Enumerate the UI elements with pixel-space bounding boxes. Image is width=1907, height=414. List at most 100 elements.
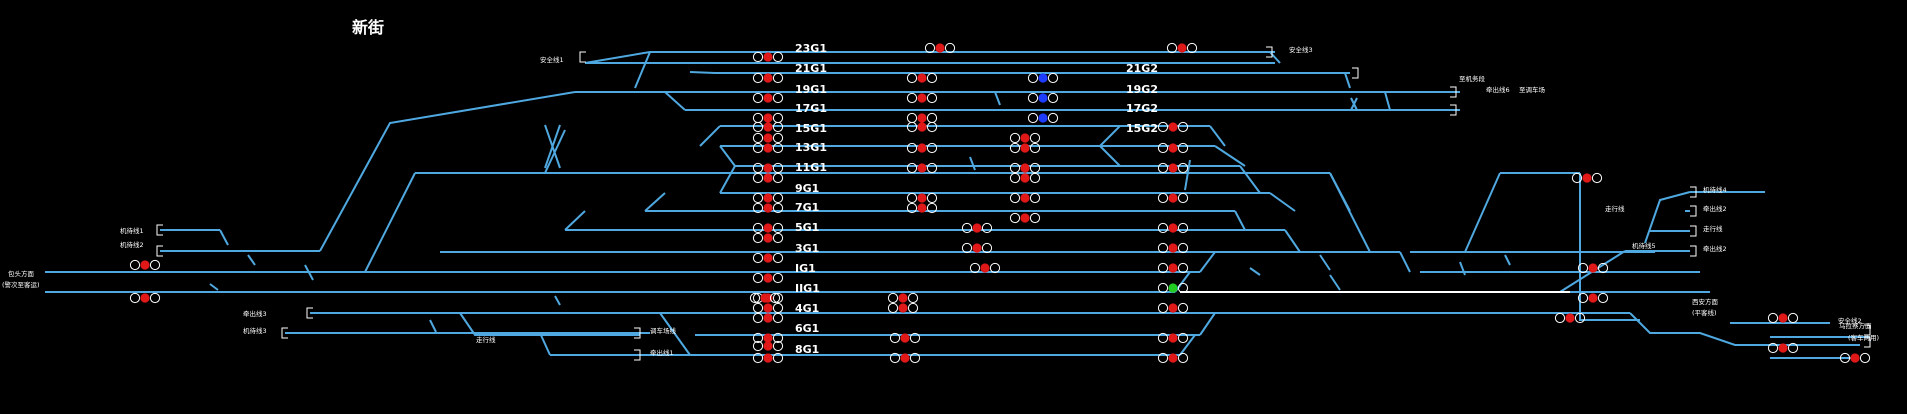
signal bbox=[1839, 352, 1871, 364]
signal bbox=[1571, 172, 1603, 184]
signal-lamp-off bbox=[1009, 172, 1021, 184]
signal bbox=[1767, 342, 1799, 354]
signal-lamp-off bbox=[772, 132, 784, 144]
signal-lamp-off bbox=[749, 292, 761, 304]
signal-lamp-off bbox=[772, 112, 784, 124]
track-label: 15G1 bbox=[795, 122, 827, 135]
signal-lamp-off bbox=[1157, 121, 1169, 133]
buffer-stop bbox=[281, 327, 288, 339]
signal-lamp-off bbox=[1577, 262, 1589, 274]
track-segment bbox=[1284, 229, 1301, 253]
signal bbox=[1027, 72, 1059, 84]
signal-lamp-off bbox=[752, 302, 764, 314]
buffer-stop bbox=[1690, 205, 1697, 217]
signal-lamp-on bbox=[763, 313, 773, 323]
signal-lamp-off bbox=[752, 51, 764, 63]
track-label: 17G1 bbox=[795, 102, 827, 115]
side-label: (客车两用) bbox=[1848, 333, 1879, 342]
signal-lamp-off bbox=[1157, 192, 1169, 204]
signal-lamp-off bbox=[1027, 112, 1039, 124]
track-segment bbox=[584, 51, 1275, 64]
track-label: 11G1 bbox=[795, 161, 827, 174]
signal-lamp-off bbox=[1157, 352, 1169, 364]
signal bbox=[752, 232, 784, 244]
signal bbox=[1577, 292, 1609, 304]
signal-lamp-on bbox=[763, 253, 773, 263]
signal-lamp-off bbox=[772, 202, 784, 214]
signal-lamp-off bbox=[752, 162, 764, 174]
signal-lamp-off bbox=[1177, 352, 1189, 364]
signal-lamp-on bbox=[1177, 43, 1187, 53]
signal-lamp-off bbox=[1157, 262, 1169, 274]
signal bbox=[906, 112, 938, 124]
signal-lamp-on bbox=[763, 122, 773, 132]
signal bbox=[906, 192, 938, 204]
track-segment bbox=[1234, 210, 1246, 231]
side-label: 机待线4 bbox=[1703, 185, 1727, 194]
signal-lamp-on bbox=[1020, 133, 1030, 143]
signal-lamp-on bbox=[1588, 293, 1598, 303]
signal-lamp-off bbox=[1177, 142, 1189, 154]
signal-lamp-on bbox=[1168, 283, 1178, 293]
signal-lamp-on bbox=[763, 163, 773, 173]
track-segment bbox=[1319, 254, 1331, 271]
signal bbox=[1157, 142, 1189, 154]
signal bbox=[1157, 352, 1189, 364]
track-segment bbox=[459, 312, 640, 336]
signal-lamp-off bbox=[989, 262, 1001, 274]
signal-lamp-on bbox=[1020, 143, 1030, 153]
signal-lamp-off bbox=[906, 162, 918, 174]
side-label: 牵出线2 bbox=[1703, 244, 1727, 253]
signal-lamp-on bbox=[763, 143, 773, 153]
signal bbox=[1009, 212, 1041, 224]
signal-lamp-off bbox=[1166, 42, 1178, 54]
signal-lamp-on bbox=[1038, 93, 1048, 103]
signal-lamp-off bbox=[772, 92, 784, 104]
track-segment bbox=[1629, 312, 1860, 346]
signal bbox=[961, 242, 993, 254]
signal-lamp-off bbox=[1009, 142, 1021, 154]
signal bbox=[906, 92, 938, 104]
signal bbox=[752, 252, 784, 264]
signal bbox=[889, 332, 921, 344]
track-segment bbox=[719, 165, 736, 194]
signal-lamp-on bbox=[1565, 313, 1575, 323]
signal bbox=[752, 112, 784, 124]
signal-lamp-off bbox=[906, 92, 918, 104]
signal bbox=[752, 332, 784, 344]
side-label: 安全线1 bbox=[540, 55, 564, 64]
track-label: IG1 bbox=[795, 262, 816, 275]
signal-lamp-on bbox=[1168, 263, 1178, 273]
signal bbox=[1027, 112, 1059, 124]
side-label: 乌拉察方面 bbox=[1839, 321, 1872, 330]
signal-lamp-off bbox=[926, 142, 938, 154]
signal-lamp-off bbox=[752, 222, 764, 234]
track-segment bbox=[1329, 172, 1371, 253]
signal-lamp-on bbox=[763, 133, 773, 143]
signal-lamp-off bbox=[752, 142, 764, 154]
buffer-stop bbox=[156, 245, 163, 257]
signal-lamp-off bbox=[129, 259, 141, 271]
buffer-stop bbox=[634, 327, 641, 339]
signal bbox=[906, 202, 938, 214]
signal-lamp-off bbox=[1186, 42, 1198, 54]
signal-lamp-off bbox=[1029, 162, 1041, 174]
signal-lamp-on bbox=[917, 163, 927, 173]
track-label: IIG1 bbox=[795, 282, 820, 295]
signal-lamp-off bbox=[1177, 242, 1189, 254]
side-label: 机待线5 bbox=[1632, 241, 1656, 250]
signal-lamp-off bbox=[752, 272, 764, 284]
signal-lamp-on bbox=[900, 333, 910, 343]
signal bbox=[1027, 92, 1059, 104]
track-segment bbox=[1350, 97, 1358, 111]
signal-lamp-off bbox=[906, 112, 918, 124]
signal-lamp-off bbox=[772, 252, 784, 264]
signal-lamp-off bbox=[752, 121, 764, 133]
side-label: 机待线3 bbox=[243, 326, 267, 335]
track-segment bbox=[1459, 261, 1466, 276]
signal-lamp-off bbox=[906, 121, 918, 133]
signal-lamp-on bbox=[972, 223, 982, 233]
signal-lamp-on bbox=[763, 203, 773, 213]
signal-lamp-on bbox=[898, 303, 908, 313]
signal-lamp-off bbox=[752, 112, 764, 124]
